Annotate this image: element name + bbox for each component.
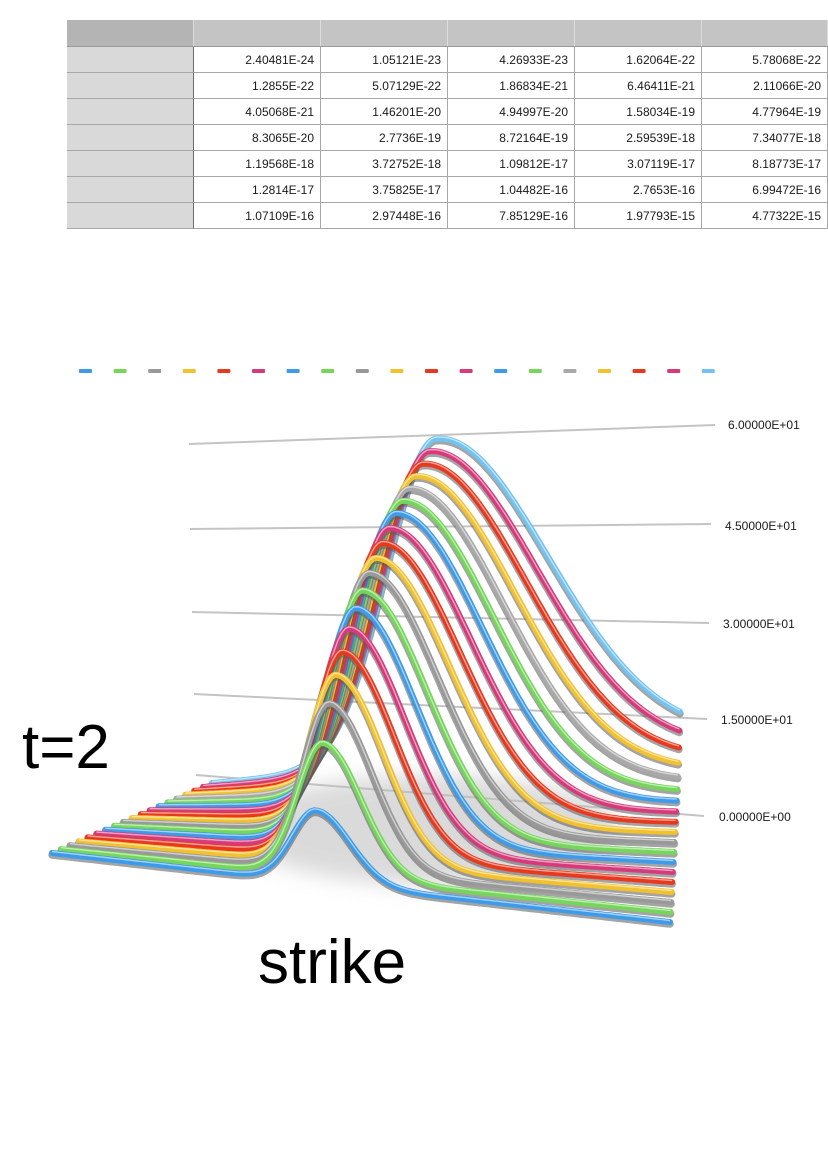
table-cell[interactable]: 1.05121E-23 xyxy=(321,47,448,73)
table-cell[interactable]: 1.04482E-16 xyxy=(448,177,575,203)
legend-swatch[interactable] xyxy=(632,369,646,373)
chart-legend xyxy=(79,369,715,373)
legend-swatch[interactable] xyxy=(286,369,300,373)
table-cell[interactable]: 3.72752E-18 xyxy=(321,151,448,177)
table-row: 1.2814E-17 3.75825E-17 1.04482E-16 2.765… xyxy=(67,177,828,203)
y-tick-label: 6.00000E+01 xyxy=(728,418,800,432)
table-cell[interactable]: 8.72164E-19 xyxy=(448,125,575,151)
series-line[interactable] xyxy=(92,625,677,878)
table-cell[interactable]: 3.07119E-17 xyxy=(575,151,702,177)
row-header[interactable] xyxy=(67,125,194,151)
legend-swatch[interactable] xyxy=(79,369,92,373)
table-cell[interactable]: 1.2855E-22 xyxy=(194,73,321,99)
column-header[interactable] xyxy=(321,20,448,46)
legend-swatch[interactable] xyxy=(494,369,508,373)
series-line[interactable] xyxy=(119,570,679,848)
table-cell[interactable]: 4.05068E-21 xyxy=(194,99,321,125)
series-line[interactable] xyxy=(137,540,680,828)
series-line[interactable] xyxy=(101,605,678,868)
table-cell[interactable]: 1.58034E-19 xyxy=(575,99,702,125)
legend-swatch[interactable] xyxy=(182,369,196,373)
legend-swatch[interactable] xyxy=(667,369,681,373)
y-axis-ticks: 6.00000E+01 4.50000E+01 3.00000E+01 1.50000… xyxy=(719,418,800,824)
table-cell[interactable]: 3.75825E-17 xyxy=(321,177,448,203)
table-cell[interactable]: 1.07109E-16 xyxy=(194,203,321,229)
column-header[interactable] xyxy=(575,20,702,46)
column-header[interactable] xyxy=(448,20,575,46)
series-line[interactable] xyxy=(83,648,676,888)
legend-swatch[interactable] xyxy=(148,369,162,373)
table-cell[interactable]: 1.97793E-15 xyxy=(575,203,702,229)
series-line[interactable] xyxy=(66,700,675,908)
legend-swatch[interactable] xyxy=(528,369,542,373)
table-cell[interactable]: 8.3065E-20 xyxy=(194,125,321,151)
table-cell[interactable]: 1.19568E-18 xyxy=(194,151,321,177)
table-corner-cell[interactable] xyxy=(67,20,194,46)
chart-floor-shadow xyxy=(240,775,620,885)
table-cell[interactable]: 1.2814E-17 xyxy=(194,177,321,203)
gridline xyxy=(189,523,712,530)
legend-swatch[interactable] xyxy=(113,369,127,373)
row-header[interactable] xyxy=(67,203,194,229)
legend-swatch[interactable] xyxy=(252,369,265,373)
side-label: t=2 xyxy=(22,713,110,782)
row-header[interactable] xyxy=(67,47,194,73)
table-row: 2.40481E-24 1.05121E-23 4.26933E-23 1.62… xyxy=(67,47,828,73)
gridline xyxy=(188,424,716,445)
y-tick-label: 4.50000E+01 xyxy=(725,519,797,533)
legend-swatch[interactable] xyxy=(355,369,369,373)
legend-swatch[interactable] xyxy=(598,369,611,373)
series-line[interactable] xyxy=(48,807,674,928)
table-row: 1.2855E-22 5.07129E-22 1.86834E-21 6.464… xyxy=(67,73,828,99)
series-line[interactable] xyxy=(74,671,676,898)
table-cell[interactable]: 1.62064E-22 xyxy=(575,47,702,73)
floor-shadow xyxy=(240,775,620,885)
legend-swatch[interactable] xyxy=(321,369,335,373)
table-header-row xyxy=(67,20,828,47)
gridline xyxy=(191,611,710,624)
legend-swatch[interactable] xyxy=(701,369,715,373)
row-header[interactable] xyxy=(67,177,194,203)
legend-swatch[interactable] xyxy=(217,369,231,373)
series-line[interactable] xyxy=(128,554,679,838)
table-cell[interactable]: 7.85129E-16 xyxy=(448,203,575,229)
row-header[interactable] xyxy=(67,99,194,125)
y-tick-label: 1.50000E+01 xyxy=(721,713,793,727)
legend-swatch[interactable] xyxy=(425,369,438,373)
table-cell[interactable]: 2.40481E-24 xyxy=(194,47,321,73)
table-cell[interactable]: 6.46411E-21 xyxy=(575,73,702,99)
table-cell[interactable]: 2.97448E-16 xyxy=(321,203,448,229)
series-line[interactable] xyxy=(57,740,675,918)
table-cell[interactable]: 5.07129E-22 xyxy=(321,73,448,99)
column-header[interactable] xyxy=(194,20,321,46)
legend-swatch[interactable] xyxy=(563,369,577,373)
table-cell[interactable]: 1.86834E-21 xyxy=(448,73,575,99)
chart-series-group xyxy=(48,435,684,928)
table-cell[interactable]: 2.59539E-18 xyxy=(575,125,702,151)
legend-swatch[interactable] xyxy=(459,369,473,373)
table-row: 8.3065E-20 2.7736E-19 8.72164E-19 2.5953… xyxy=(67,125,828,151)
table-row: 1.19568E-18 3.72752E-18 1.09812E-17 3.07… xyxy=(67,151,828,177)
series-line[interactable] xyxy=(190,460,683,797)
y-tick-label: 3.00000E+01 xyxy=(723,617,795,631)
row-header[interactable] xyxy=(67,73,194,99)
table-cell[interactable]: 2.7653E-16 xyxy=(575,177,702,203)
x-axis-label: strike xyxy=(258,928,406,997)
y-tick-label: 0.00000E+00 xyxy=(719,810,791,824)
row-header[interactable] xyxy=(67,151,194,177)
table-row: 1.07109E-16 2.97448E-16 7.85129E-16 1.97… xyxy=(67,203,828,229)
table-row: 4.05068E-21 1.46201E-20 4.94997E-20 1.58… xyxy=(67,99,828,125)
legend-swatch[interactable] xyxy=(390,369,404,373)
table-cell[interactable]: 4.94997E-20 xyxy=(448,99,575,125)
series-line[interactable] xyxy=(110,587,678,858)
table-cell[interactable]: 4.26933E-23 xyxy=(448,47,575,73)
table-cell[interactable]: 2.7736E-19 xyxy=(321,125,448,151)
table-cell[interactable]: 1.46201E-20 xyxy=(321,99,448,125)
table-cell[interactable]: 1.09812E-17 xyxy=(448,151,575,177)
